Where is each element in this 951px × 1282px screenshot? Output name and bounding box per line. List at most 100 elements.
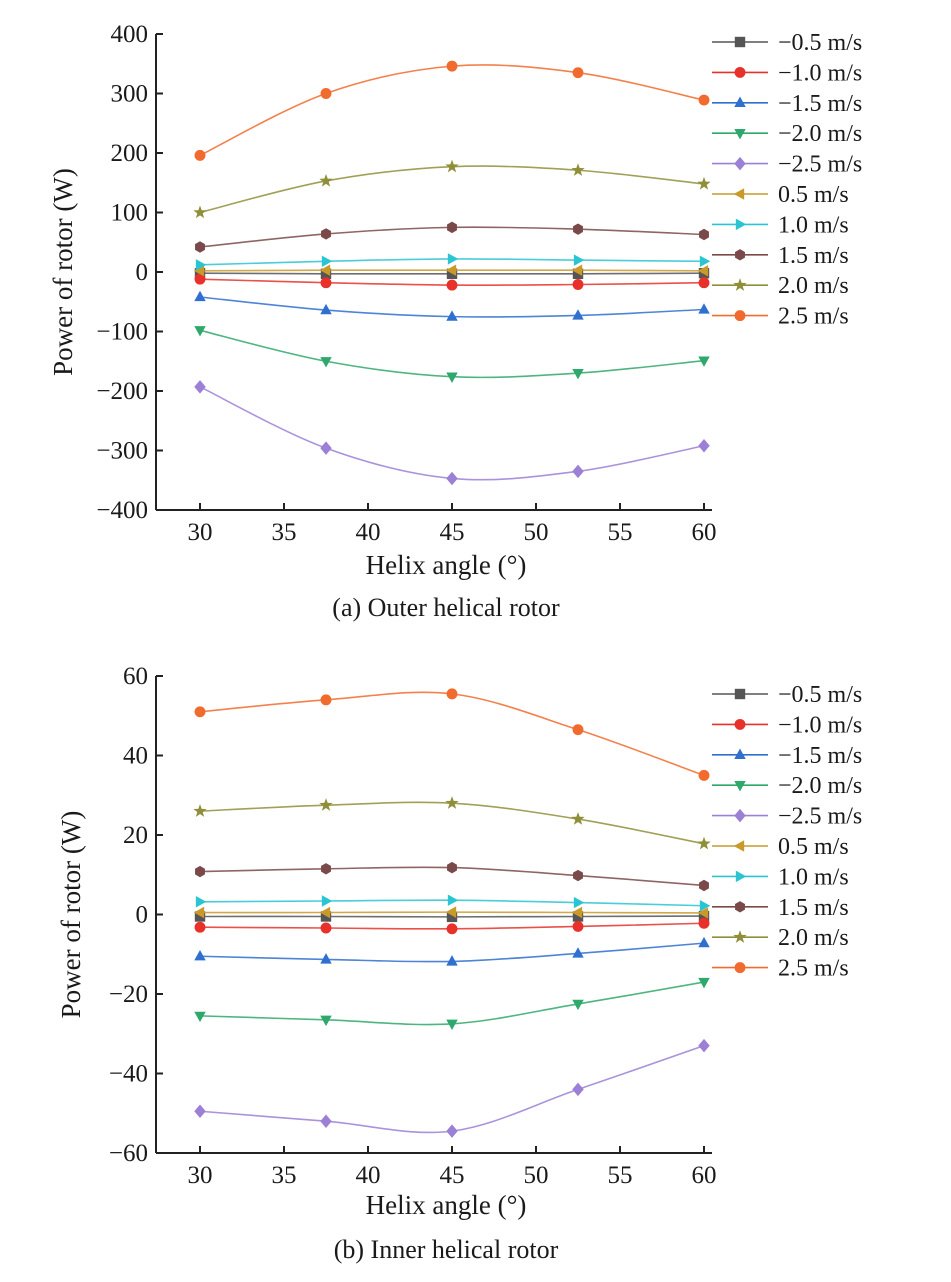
legend-label: −1.0 m/s	[778, 712, 862, 738]
data-point	[447, 221, 457, 234]
y-tick-label: 400	[111, 21, 149, 48]
data-point	[320, 953, 332, 964]
y-tick-label: −300	[96, 438, 148, 465]
y-axis-title: Power of rotor (W)	[48, 168, 78, 376]
legend-marker	[735, 870, 747, 883]
series-8	[195, 221, 709, 253]
data-point	[194, 1104, 206, 1119]
legend-marker	[734, 688, 746, 700]
y-tick-label: 0	[136, 259, 149, 286]
data-point	[321, 255, 333, 268]
x-tick-label: 55	[608, 519, 633, 546]
data-point	[445, 906, 457, 918]
series-line	[199, 64, 705, 157]
data-point	[572, 368, 584, 380]
data-point	[573, 896, 585, 909]
data-point	[320, 277, 332, 289]
data-point	[698, 277, 710, 289]
legend-marker	[735, 249, 745, 261]
series-9	[193, 159, 711, 219]
data-point	[320, 357, 332, 368]
legend: −0.5 m/s −1.0 m/s −1.5 m/s −2.0 m/s −2.5 m/s…	[712, 30, 862, 330]
legend-label: −2.0 m/s	[778, 773, 862, 799]
x-tick-label: 40	[356, 519, 381, 546]
data-point	[194, 1011, 206, 1023]
legend-label: 0.5 m/s	[778, 182, 849, 208]
data-point	[572, 309, 584, 320]
data-point	[445, 796, 459, 809]
data-point	[193, 265, 205, 277]
data-point	[319, 798, 333, 811]
series-3	[194, 936, 710, 966]
legend-label: −0.5 m/s	[778, 30, 862, 56]
data-point	[446, 688, 458, 700]
data-point	[698, 1038, 710, 1053]
data-point	[194, 706, 206, 718]
data-point	[446, 1019, 458, 1031]
x-tick-label: 45	[440, 1162, 465, 1189]
legend-label: −2.0 m/s	[778, 121, 862, 147]
data-point	[320, 922, 332, 934]
data-point	[698, 303, 710, 314]
x-tick-label: 30	[188, 519, 213, 546]
x-tick-label: 40	[356, 1162, 381, 1189]
data-point	[194, 149, 206, 161]
data-point	[446, 310, 458, 321]
legend-marker	[734, 718, 746, 730]
series-8	[195, 861, 709, 892]
legend-marker	[735, 901, 745, 913]
data-point	[446, 1124, 458, 1138]
data-point	[697, 176, 711, 190]
legend-marker	[734, 36, 746, 48]
series-line	[199, 691, 705, 777]
data-point	[573, 254, 585, 266]
panel-caption: (b) Inner helical rotor	[334, 1235, 559, 1264]
series-5	[194, 1038, 710, 1138]
legend-label: −1.5 m/s	[778, 91, 862, 117]
series-line	[199, 981, 705, 1026]
legend-label: 2.0 m/s	[778, 925, 849, 951]
y-tick-label: −40	[109, 1061, 148, 1088]
data-point	[572, 920, 584, 932]
legend-marker	[734, 748, 746, 759]
data-point	[320, 303, 332, 315]
data-point	[699, 228, 709, 241]
legend-label: 1.5 m/s	[778, 895, 849, 921]
x-tick-label: 45	[440, 519, 465, 546]
legend-marker	[734, 156, 746, 171]
data-point	[698, 769, 710, 781]
legend-label: 1.5 m/s	[778, 243, 849, 269]
data-point	[572, 724, 584, 736]
series-7	[195, 253, 711, 271]
data-point	[572, 1082, 584, 1097]
legend-marker	[733, 278, 747, 291]
data-point	[446, 471, 458, 486]
series-6	[193, 906, 709, 919]
legend-label: 2.5 m/s	[778, 956, 849, 982]
x-tick-label: 50	[524, 519, 549, 546]
data-point	[571, 812, 585, 825]
data-point	[572, 464, 584, 479]
y-tick-label: 40	[123, 743, 148, 770]
data-point	[572, 279, 584, 290]
series-2	[194, 917, 710, 935]
legend-label: −2.5 m/s	[778, 152, 862, 178]
data-point	[447, 894, 459, 906]
legend-marker	[734, 962, 746, 974]
legend-marker	[734, 96, 746, 107]
data-point	[698, 936, 710, 948]
y-tick-label: 60	[123, 663, 148, 690]
data-point	[572, 999, 584, 1011]
x-tick-label: 30	[188, 1162, 213, 1189]
data-point	[320, 441, 332, 455]
x-tick-label: 35	[272, 1162, 297, 1189]
y-tick-label: 100	[111, 200, 149, 227]
legend-label: 2.5 m/s	[778, 304, 849, 330]
panel-inner-rotor: −60 −40 −20 0 20 40 60 30 35 40 45 50 55 60 Power of r…	[56, 663, 862, 1264]
data-point	[571, 906, 583, 919]
y-tick-label: −200	[96, 378, 148, 405]
data-point	[697, 265, 709, 277]
series-line	[199, 329, 705, 379]
y-tick-label: −20	[109, 981, 148, 1008]
data-point	[193, 906, 205, 919]
